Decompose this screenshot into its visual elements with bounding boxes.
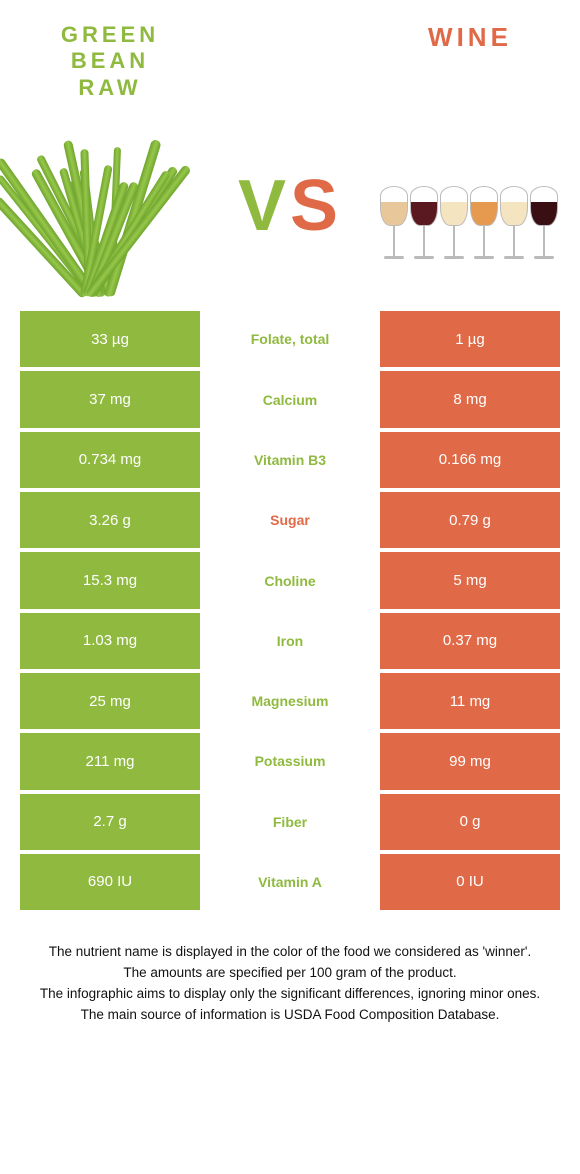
- cell-left-value: 3.26 g: [20, 492, 200, 548]
- footnote-line: The main source of information is USDA F…: [24, 1005, 556, 1026]
- cell-nutrient-label: Magnesium: [200, 673, 380, 729]
- cell-nutrient-label: Iron: [200, 613, 380, 669]
- table-row: 25 mgMagnesium11 mg: [20, 673, 560, 729]
- cell-nutrient-label: Sugar: [200, 492, 380, 548]
- header-left-title: GREEN BEAN RAW: [20, 22, 200, 101]
- cell-left-value: 2.7 g: [20, 794, 200, 850]
- cell-right-value: 5 mg: [380, 552, 560, 608]
- header-left: GREEN BEAN RAW: [20, 22, 200, 101]
- right-food-image: [380, 116, 560, 296]
- table-row: 690 IUVitamin A0 IU: [20, 854, 560, 910]
- vs-label: VS: [200, 165, 380, 247]
- header-right: WINE: [380, 22, 560, 101]
- cell-left-value: 15.3 mg: [20, 552, 200, 608]
- wine-glasses-icon: [380, 146, 560, 266]
- cell-nutrient-label: Vitamin B3: [200, 432, 380, 488]
- cell-right-value: 99 mg: [380, 733, 560, 789]
- cell-left-value: 211 mg: [20, 733, 200, 789]
- footnote-line: The amounts are specified per 100 gram o…: [24, 963, 556, 984]
- table-row: 3.26 gSugar0.79 g: [20, 492, 560, 548]
- header-right-title: WINE: [380, 22, 560, 53]
- header-spacer: [200, 22, 380, 101]
- green-beans-icon: [35, 116, 185, 296]
- table-row: 211 mgPotassium99 mg: [20, 733, 560, 789]
- cell-nutrient-label: Vitamin A: [200, 854, 380, 910]
- table-row: 33 µgFolate, total1 µg: [20, 311, 560, 367]
- footnote-line: The infographic aims to display only the…: [24, 984, 556, 1005]
- cell-left-value: 37 mg: [20, 371, 200, 427]
- vs-letter-s: S: [290, 165, 342, 247]
- cell-right-value: 0.166 mg: [380, 432, 560, 488]
- cell-nutrient-label: Fiber: [200, 794, 380, 850]
- table-row: 2.7 gFiber0 g: [20, 794, 560, 850]
- cell-right-value: 8 mg: [380, 371, 560, 427]
- footnotes: The nutrient name is displayed in the co…: [0, 914, 580, 1026]
- infographic-root: GREEN BEAN RAW WINE VS 33 µgFolate, tota…: [0, 0, 580, 1174]
- table-row: 37 mgCalcium8 mg: [20, 371, 560, 427]
- cell-left-value: 33 µg: [20, 311, 200, 367]
- cell-nutrient-label: Choline: [200, 552, 380, 608]
- image-row: VS: [0, 111, 580, 311]
- nutrient-table: 33 µgFolate, total1 µg37 mgCalcium8 mg0.…: [0, 311, 580, 914]
- footnote-line: The nutrient name is displayed in the co…: [24, 942, 556, 963]
- cell-right-value: 11 mg: [380, 673, 560, 729]
- cell-right-value: 0 g: [380, 794, 560, 850]
- cell-right-value: 0.79 g: [380, 492, 560, 548]
- table-row: 1.03 mgIron0.37 mg: [20, 613, 560, 669]
- cell-right-value: 1 µg: [380, 311, 560, 367]
- cell-nutrient-label: Potassium: [200, 733, 380, 789]
- cell-left-value: 0.734 mg: [20, 432, 200, 488]
- cell-left-value: 1.03 mg: [20, 613, 200, 669]
- cell-right-value: 0 IU: [380, 854, 560, 910]
- cell-right-value: 0.37 mg: [380, 613, 560, 669]
- table-row: 0.734 mgVitamin B30.166 mg: [20, 432, 560, 488]
- cell-left-value: 690 IU: [20, 854, 200, 910]
- left-food-image: [20, 116, 200, 296]
- header-row: GREEN BEAN RAW WINE: [0, 0, 580, 111]
- cell-nutrient-label: Folate, total: [200, 311, 380, 367]
- vs-letter-v: V: [238, 165, 290, 247]
- cell-left-value: 25 mg: [20, 673, 200, 729]
- cell-nutrient-label: Calcium: [200, 371, 380, 427]
- table-row: 15.3 mgCholine5 mg: [20, 552, 560, 608]
